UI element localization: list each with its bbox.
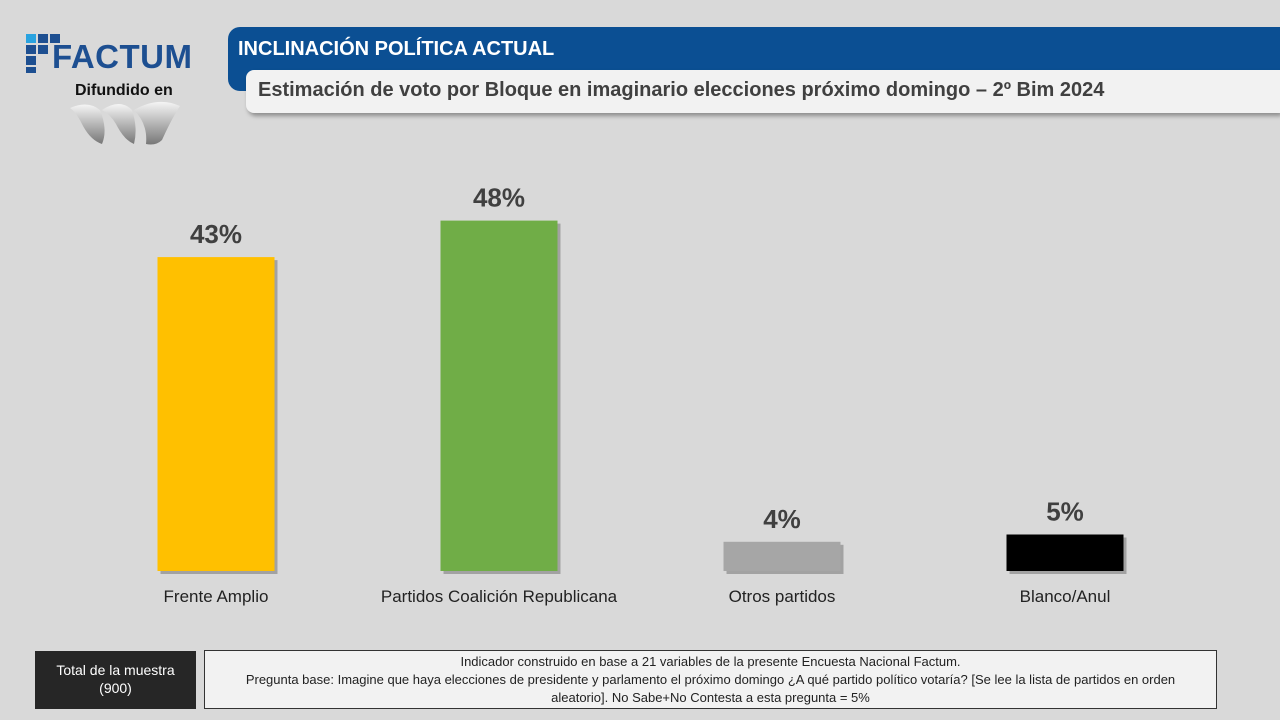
category-label: Frente Amplio [164,587,269,606]
data-label: 5% [1046,497,1084,527]
media-w-logo [70,101,180,145]
data-label: 43% [190,219,242,249]
sample-label: Total de la muestra [56,662,175,678]
category-label: Otros partidos [729,587,836,606]
data-label: 48% [473,183,525,213]
sample-value: (900) [99,680,132,696]
bar-3 [1006,534,1124,571]
bar-1 [440,220,558,571]
page-subtitle: Estimación de voto por Bloque en imagina… [246,70,1280,113]
bar-0 [157,257,275,571]
disseminated-label: Difundido en [75,82,173,99]
category-label: Blanco/Anul [1020,587,1111,606]
note-line-2: Pregunta base: Imagine que haya eleccion… [245,672,1176,705]
methodology-note: Indicador construido en base a 21 variab… [204,650,1217,709]
sample-size-box: Total de la muestra (900) [35,651,196,709]
category-label: Partidos Coalición Republicana [381,587,618,606]
data-label: 4% [763,504,801,534]
note-line-1: Indicador construido en base a 21 variab… [460,654,961,669]
page-title: INCLINACIÓN POLÍTICA ACTUAL [238,38,555,60]
factum-brand: FACTUM [52,38,193,75]
bar-2 [723,541,841,571]
bar-chart: 43% Frente Amplio 48% Partidos Coalición Re… [157,183,1127,606]
